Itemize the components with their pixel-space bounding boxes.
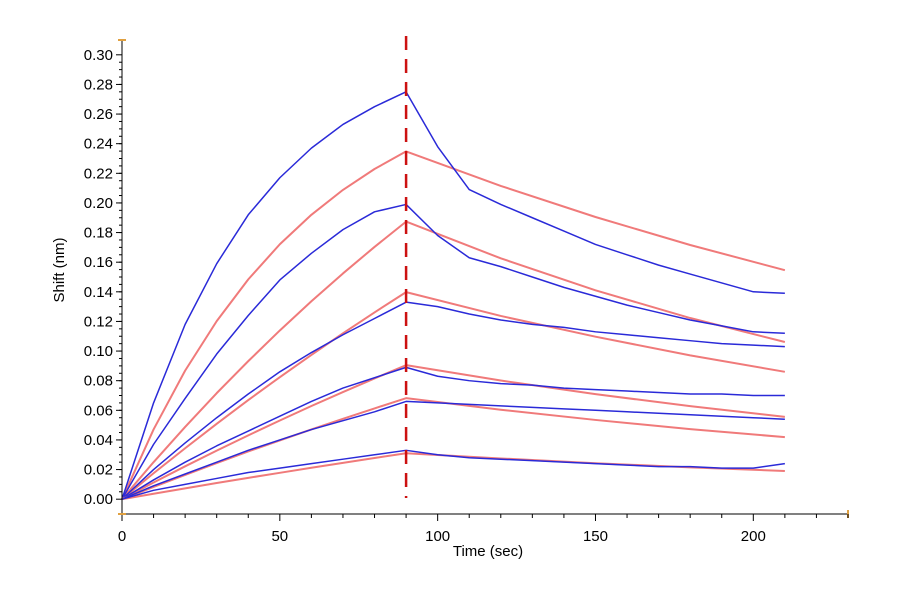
x-tick-label: 200 [741,528,766,545]
y-tick-label: 0.30 [84,47,113,64]
y-tick-label: 0.16 [84,254,113,271]
measured-curve [121,400,785,500]
y-tick-label: 0.00 [84,491,113,508]
y-tick-label: 0.28 [84,76,113,93]
y-tick-label: 0.04 [84,432,113,449]
measured-curve [121,366,785,500]
x-tick-label: 150 [583,528,608,545]
y-tick-label: 0.24 [84,136,113,153]
x-tick-label: 0 [118,528,126,545]
measured-curve [121,301,785,500]
y-tick-label: 0.26 [84,106,113,123]
measured-curve [121,449,785,500]
fit-curve [121,364,785,501]
x-axis: 0 50 100 150 200 [118,510,849,545]
x-tick-label: 50 [271,528,288,545]
y-tick-label: 0.02 [84,462,113,479]
x-tick-label: 100 [425,528,450,545]
measured-curve [121,91,785,500]
y-tick-label: 0.22 [84,165,113,182]
plot-area [121,36,786,501]
y-tick-label: 0.10 [84,343,113,360]
fit-curve [121,397,785,501]
y-tick-label: 0.20 [84,195,113,212]
y-tick-label: 0.14 [84,284,113,301]
y-tick-label: 0.08 [84,373,113,390]
fit-curve [121,150,786,500]
y-tick-label: 0.06 [84,402,113,419]
y-axis-title: Shift (nm) [51,237,68,302]
measured-curve [121,203,785,500]
y-tick-label: 0.12 [84,313,113,330]
y-axis: 0.00 0.02 0.04 0.06 0.08 0.10 0.12 0.14 0.16 0.18… [84,39,126,515]
x-axis-title: Time (sec) [453,543,523,560]
fit-curve [121,220,786,500]
y-tick-label: 0.18 [84,225,113,242]
